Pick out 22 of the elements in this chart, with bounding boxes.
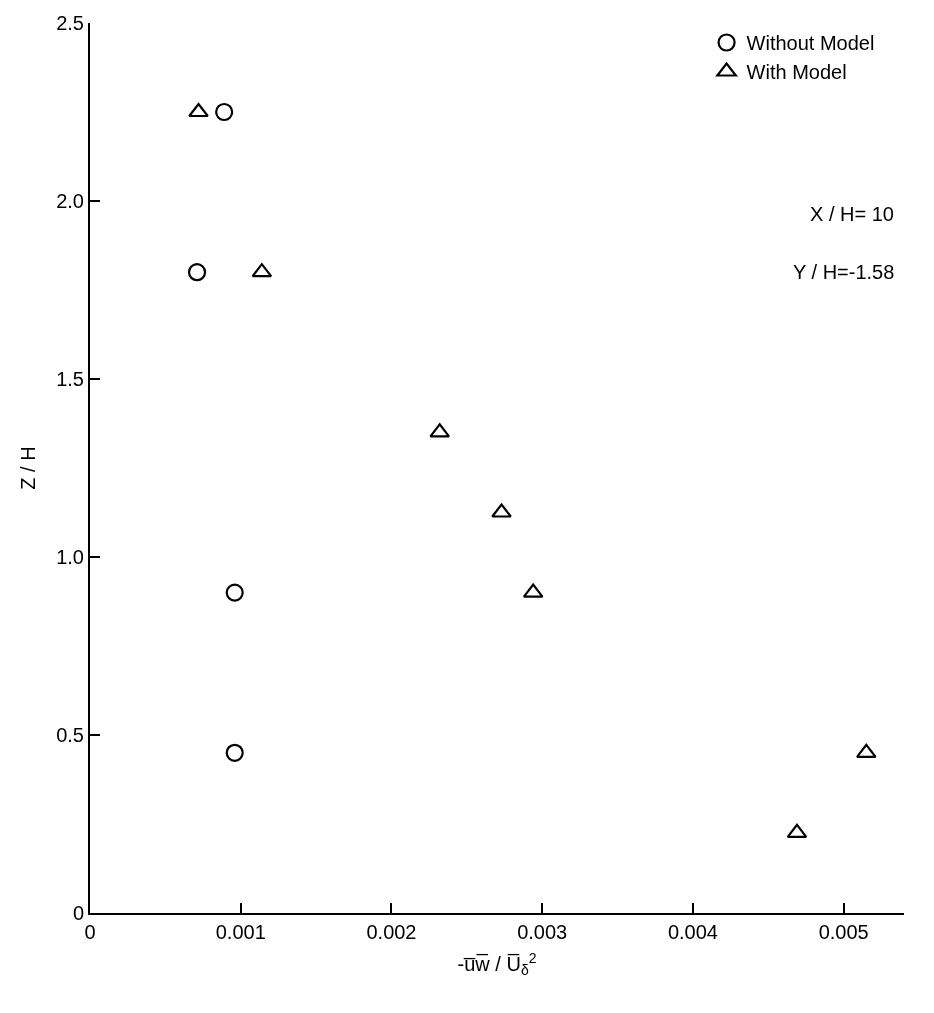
- x-tick-label: 0.004: [667, 921, 718, 943]
- point: [215, 102, 234, 122]
- point: [187, 263, 207, 282]
- y-tick-label: 0: [72, 902, 84, 924]
- legend-label: Without Model: [746, 32, 875, 55]
- y-tick-label: 2.5: [56, 12, 84, 34]
- y-tick-label: 2.0: [56, 190, 84, 212]
- x-tick-label: 0.001: [215, 921, 266, 943]
- point: [225, 583, 244, 602]
- y-tick-label: 1.0: [56, 546, 84, 568]
- y-tick-label: 1.5: [56, 368, 84, 390]
- x-tick-label: 0.003: [517, 921, 568, 943]
- y-axis-title: Z / H: [17, 446, 40, 490]
- point: [491, 503, 512, 518]
- point: [225, 743, 244, 762]
- legend-label: With Model: [746, 61, 847, 84]
- y-tick-label: 0.5: [56, 724, 84, 746]
- point: [188, 102, 209, 118]
- annotation: X / H= 10: [810, 203, 894, 225]
- x-tick-label: 0.005: [818, 921, 869, 943]
- annotation: Y / H=-1.58: [793, 261, 895, 283]
- x-tick-label: 0.002: [366, 921, 417, 943]
